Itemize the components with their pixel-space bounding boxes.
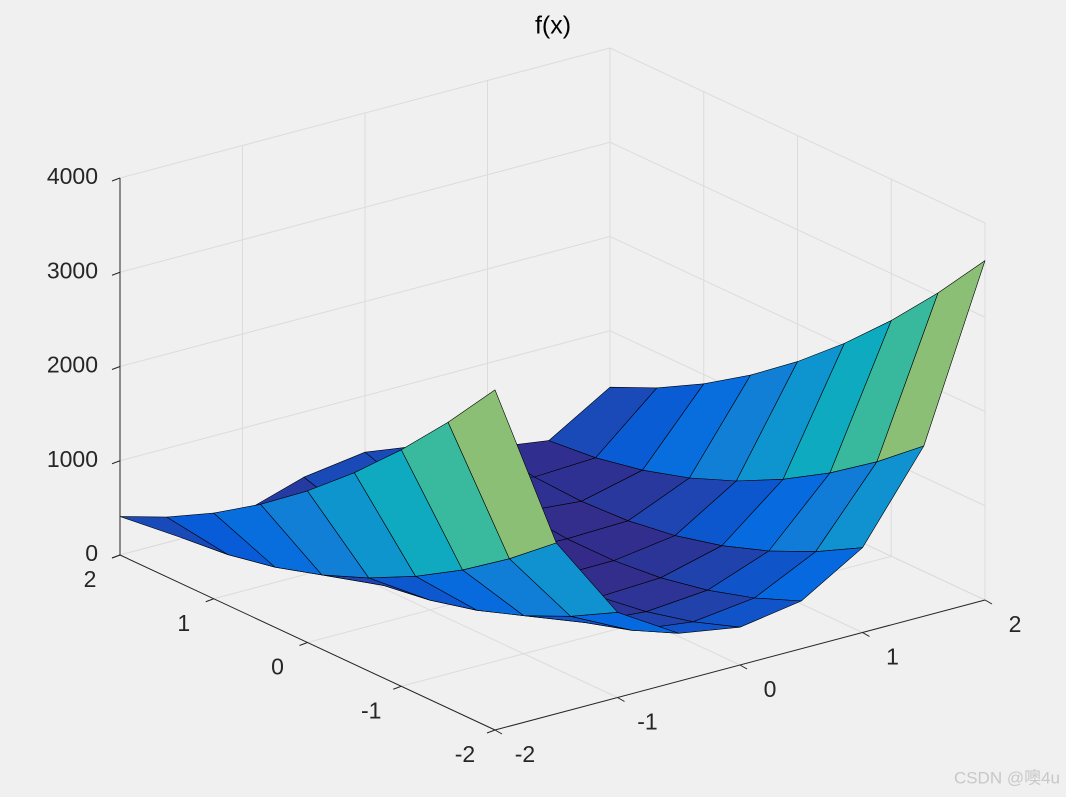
z-tick-label: 4000 — [47, 163, 98, 189]
x-tick — [984, 599, 993, 605]
z-tick-label: 2000 — [47, 352, 98, 378]
z-tick — [111, 554, 121, 559]
x-tick-label: -2 — [515, 741, 535, 767]
y-tick — [299, 642, 308, 646]
grid-line — [609, 47, 986, 224]
grid-line — [119, 141, 611, 273]
x-tick — [862, 632, 870, 637]
z-tick — [111, 460, 121, 465]
y-tick-label: 1 — [177, 610, 190, 636]
surface-patch — [447, 389, 557, 560]
z-tick-label: 1000 — [47, 446, 98, 472]
y-tick — [205, 598, 214, 603]
grid-line — [119, 330, 611, 462]
grid-line — [119, 236, 611, 367]
y-tick-label: -1 — [361, 697, 381, 723]
x-tick — [494, 729, 503, 735]
x-tick — [617, 697, 625, 702]
x-tick-label: 0 — [764, 676, 777, 702]
chart-title: f(x) — [535, 12, 571, 40]
y-tick-label: 2 — [84, 566, 97, 592]
x-tick-label: -1 — [637, 709, 657, 735]
x-tick — [739, 664, 748, 670]
watermark: CSDN @噢4u — [954, 768, 1060, 787]
x-tick-label: 1 — [886, 644, 899, 670]
z-tick — [111, 366, 121, 370]
y-tick — [486, 729, 496, 734]
y-tick-label: 0 — [271, 654, 284, 680]
grid-line — [609, 141, 986, 318]
z-tick-label: 3000 — [47, 257, 98, 283]
z-tick — [111, 271, 121, 276]
grid-line — [119, 47, 611, 179]
z-tick — [111, 177, 121, 182]
x-tick-label: 2 — [1009, 611, 1022, 637]
y-tick — [393, 685, 402, 690]
z-tick-label: 0 — [85, 540, 98, 566]
y-tick-label: -2 — [455, 741, 475, 767]
